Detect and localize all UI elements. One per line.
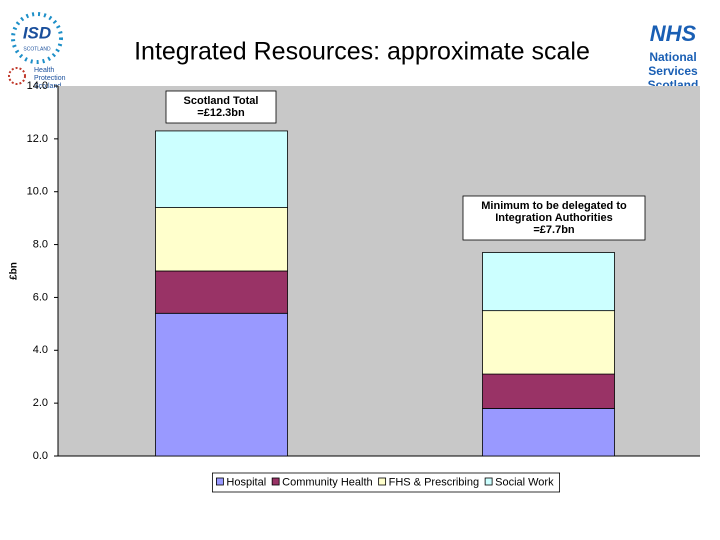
annotation-text: Integration Authorities (495, 212, 613, 224)
y-tick-label: 12.0 (27, 133, 48, 145)
bar-segment (155, 130, 288, 208)
legend-label: FHS & Prescribing (389, 476, 479, 488)
legend-label: Hospital (226, 476, 266, 488)
annotation-box (462, 195, 646, 241)
legend-label: Social Work (495, 476, 554, 488)
isd-sub: SCOTLAND (23, 46, 51, 52)
y-tick-label: 10.0 (27, 186, 48, 198)
y-tick-label: 14.0 (27, 80, 48, 92)
bar-segment (155, 207, 288, 272)
bar-segment (482, 252, 615, 312)
nss-text: National (649, 50, 696, 64)
annotation-text: =£12.3bn (197, 107, 245, 119)
y-tick-label: 2.0 (33, 397, 48, 409)
nhs-logo: NHS (650, 21, 697, 46)
annotation-text: Minimum to be delegated to (481, 200, 627, 212)
bar-segment (155, 270, 288, 314)
chart-title: Integrated Resources: approximate scale (134, 38, 590, 66)
y-tick-label: 8.0 (33, 238, 48, 250)
hps-text: Protection (34, 75, 66, 82)
legend-swatch (378, 477, 387, 486)
hps-icon (8, 67, 26, 85)
legend-swatch (215, 477, 224, 486)
bar-segment (482, 310, 615, 375)
hps-text: Health (34, 67, 54, 74)
y-tick-label: 0.0 (33, 450, 48, 462)
y-tick-label: 4.0 (33, 344, 48, 356)
isd-logo: ISD (23, 23, 51, 42)
bar-segment (482, 373, 615, 409)
nss-text: Services (648, 64, 698, 78)
legend-swatch (271, 477, 280, 486)
bar-segment (155, 312, 288, 457)
annotation-box (165, 90, 277, 124)
legend-swatch (484, 477, 493, 486)
hps-text: Scotland (34, 83, 61, 90)
legend-label: Community Health (282, 476, 372, 488)
y-axis-label: £bn (9, 262, 20, 280)
isd-ring (11, 12, 63, 64)
bar-segment (482, 408, 615, 457)
y-tick-label: 6.0 (33, 291, 48, 303)
annotation-text: =£7.7bn (533, 224, 575, 236)
annotation-text: Scotland Total (184, 95, 259, 107)
